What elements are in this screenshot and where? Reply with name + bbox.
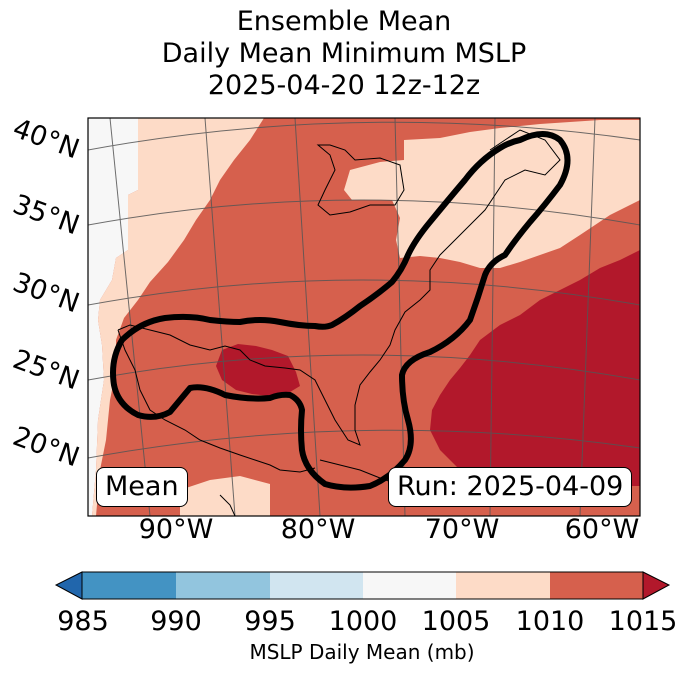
colorbar-segment-1010-1015 (550, 572, 643, 599)
lon-label-80w: 80°W (280, 514, 356, 545)
colorbar-tick-1005: 1005 (421, 606, 491, 637)
colorbar-segment-995-1000 (270, 572, 363, 599)
colorbar-tick-1010: 1010 (515, 606, 585, 637)
run-label-box: Run: 2025-04-09 (388, 467, 633, 507)
title-line-3: 2025-04-20 12z-12z (207, 70, 481, 101)
coastlines (117, 129, 561, 516)
colorbar-extend-high (642, 571, 671, 600)
colorbar-tick-1000: 1000 (328, 606, 398, 637)
colorbar-extend-low (54, 571, 83, 600)
mean-label-box: Mean (96, 467, 188, 507)
colorbar-tick-995: 995 (244, 606, 296, 637)
colorbar-tick-1015: 1015 (608, 606, 678, 637)
fill-1000-1005-west (88, 118, 138, 516)
colorbar-tick-990: 990 (150, 606, 202, 637)
lon-label-90w: 90°W (138, 514, 214, 545)
map-frame (87, 117, 641, 517)
colorbar-tick-985: 985 (57, 606, 109, 637)
colorbar-segment-1000-1005 (363, 572, 456, 599)
graticule (88, 118, 640, 516)
colorbar-segment-990-995 (176, 572, 270, 599)
colorbar-label: MSLP Daily Mean (mb) (249, 640, 475, 664)
lon-label-70w: 70°W (424, 514, 500, 545)
title-line-1: Ensemble Mean (236, 6, 452, 37)
lon-label-60w: 60°W (564, 514, 640, 545)
colorbar-segment-985-990 (82, 572, 176, 599)
title-line-2: Daily Mean Minimum MSLP (161, 38, 527, 69)
fill-1005-1010-mexico (180, 476, 270, 516)
region-outline (110, 131, 571, 491)
pressure-field (88, 118, 640, 516)
colorbar-segment-1005-1010 (456, 572, 550, 599)
